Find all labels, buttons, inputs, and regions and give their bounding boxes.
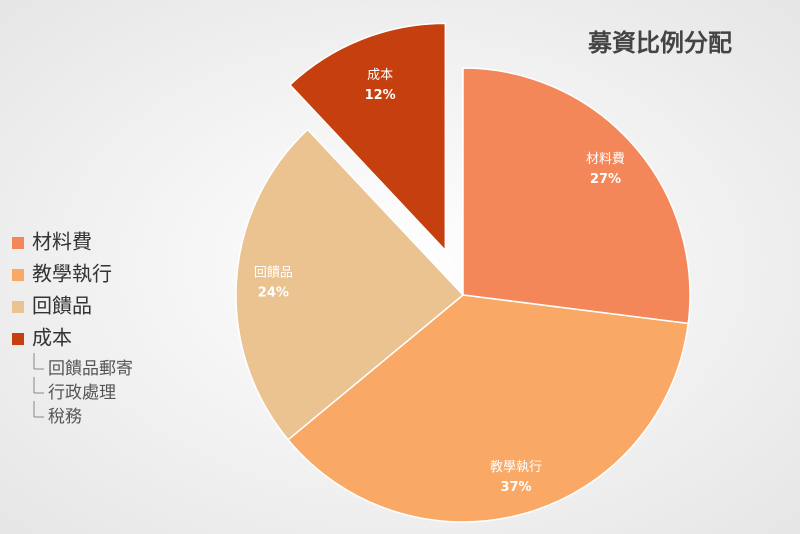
slice-label: 教學執行: [490, 459, 542, 475]
pie-slice: [288, 22, 447, 253]
chart-title: 募資比例分配: [587, 29, 732, 57]
pie-slice: [235, 128, 465, 441]
legend-swatch: [12, 301, 24, 313]
slice-label: 材料費: [586, 152, 625, 167]
legend-label: 成本: [32, 326, 72, 350]
legend-label: 材料費: [32, 230, 92, 254]
slice-value-label: 37%: [500, 480, 531, 495]
legend-subitem: 回饋品郵寄: [48, 359, 133, 379]
slice-label: 成本: [367, 68, 393, 83]
legend-swatch: [12, 333, 24, 345]
slice-label: 回饋品: [254, 266, 293, 281]
slice-value-label: 12%: [365, 88, 396, 103]
legend-subitem: 行政處理: [48, 383, 116, 403]
pie-slice: [287, 294, 690, 523]
pie-slice: [462, 67, 691, 325]
legend-subitem: 稅務: [48, 407, 82, 427]
legend-swatch: [12, 269, 24, 281]
legend-label: 教學執行: [32, 262, 112, 286]
slice-value-label: 24%: [258, 286, 289, 301]
legend-swatch: [12, 237, 24, 249]
slice-value-label: 27%: [590, 172, 621, 187]
legend-label: 回饋品: [32, 294, 92, 318]
